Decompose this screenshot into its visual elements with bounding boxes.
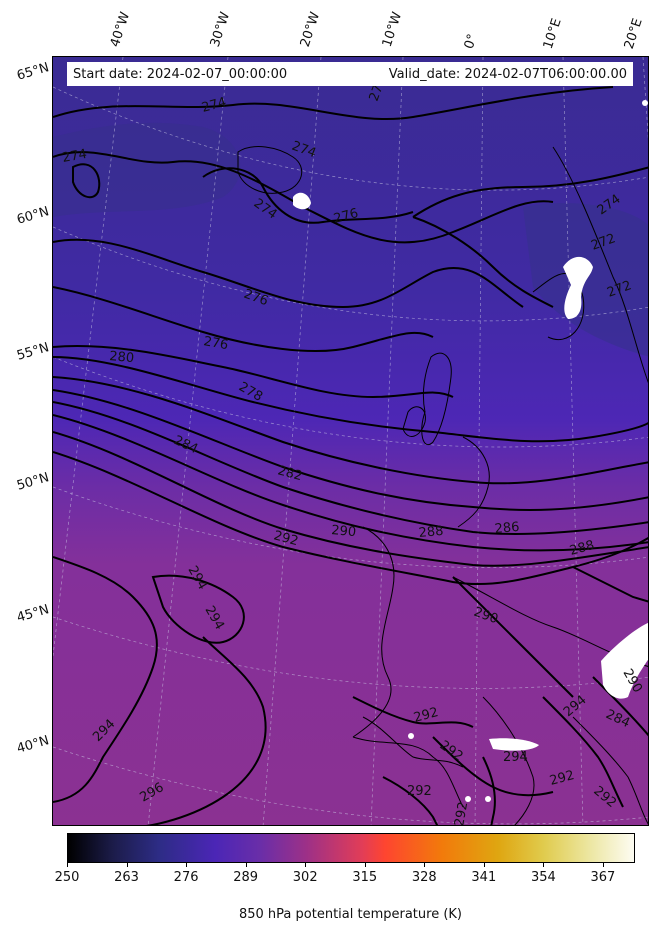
colorbar-tick <box>186 863 188 867</box>
colorbar-tick-label: 302 <box>292 870 318 885</box>
colorbar-tick-label: 276 <box>173 870 199 885</box>
colorbar-tick-label: 263 <box>114 870 139 885</box>
colorbar-tick-label: 367 <box>590 870 616 885</box>
contour-label: 282 <box>276 463 304 484</box>
missing-data-patches <box>293 100 648 802</box>
contour-label: 292 <box>407 784 432 799</box>
colorbar-tick-label: 315 <box>352 870 378 885</box>
colorbar-tick <box>424 863 426 867</box>
colorbar-tick-label: 328 <box>411 870 437 885</box>
lon-label-40w: 40°W <box>107 10 134 49</box>
valid-date-text: Valid_date: 2024-02-07T06:00:00.00 <box>388 66 627 82</box>
contour-label: 276 <box>332 206 360 227</box>
contour-label: 294 <box>503 750 528 765</box>
contour-label: 286 <box>494 520 520 537</box>
lon-label-0: 0° <box>461 32 481 51</box>
colorbar-tick-label: 289 <box>233 870 259 885</box>
start-date-text: Start date: 2024-02-07_00:00:00 <box>73 66 288 82</box>
colorbar-tick-label: 250 <box>54 870 80 885</box>
contour-label: 288 <box>568 538 596 559</box>
colorbar-tick-label: 341 <box>471 870 497 885</box>
colorbar-tick <box>364 863 366 867</box>
contour-label: 274 <box>61 147 88 166</box>
date-header: Start date: 2024-02-07_00:00:00 Valid_da… <box>67 62 633 86</box>
contour-label: 274 <box>200 95 228 116</box>
lon-label-20w: 20°W <box>297 10 324 49</box>
colorbar-ticks: 250 263 276 289 302 315 328 341 354 367 <box>55 863 635 885</box>
colorbar-tick <box>483 863 485 867</box>
map-panel: 274 274 274 274 271 276 276 276 272 272 … <box>52 56 649 826</box>
lat-label-40n: 40°N <box>15 733 52 757</box>
contour-label: 292 <box>272 528 300 549</box>
contour-label: 276 <box>202 334 229 353</box>
contour-label: 292 <box>412 705 440 726</box>
contour-label: 292 <box>548 768 576 789</box>
lon-label-10e: 10°E <box>540 16 565 51</box>
colorbar-tick <box>602 863 604 867</box>
lat-label-60n: 60°N <box>15 204 52 228</box>
colorbar-tick-label: 354 <box>530 870 556 885</box>
colorbar-tick <box>305 863 307 867</box>
lat-label-45n: 45°N <box>15 602 52 626</box>
colorbar <box>67 833 635 863</box>
lon-label-20e: 20°E <box>621 16 646 51</box>
contour-label: 290 <box>331 523 357 540</box>
colorbar-tick <box>67 863 68 867</box>
colorbar-title: 850 hPa potential temperature (K) <box>238 907 462 922</box>
contour-label: 292 <box>452 801 471 826</box>
map-canvas: 274 274 274 274 271 276 276 276 272 272 … <box>53 57 648 826</box>
contour-label: 288 <box>418 524 444 541</box>
lon-label-10w: 10°W <box>379 10 406 49</box>
lat-label-50n: 50°N <box>15 470 52 494</box>
lat-label-55n: 55°N <box>15 340 52 364</box>
lat-label-65n: 65°N <box>15 60 52 84</box>
contour-label: 280 <box>109 349 135 366</box>
colorbar-tick <box>245 863 247 867</box>
colorbar-tick <box>543 863 545 867</box>
colorbar-tick <box>126 863 128 867</box>
lon-label-30w: 30°W <box>207 10 234 49</box>
cold-pool-west <box>53 122 241 217</box>
